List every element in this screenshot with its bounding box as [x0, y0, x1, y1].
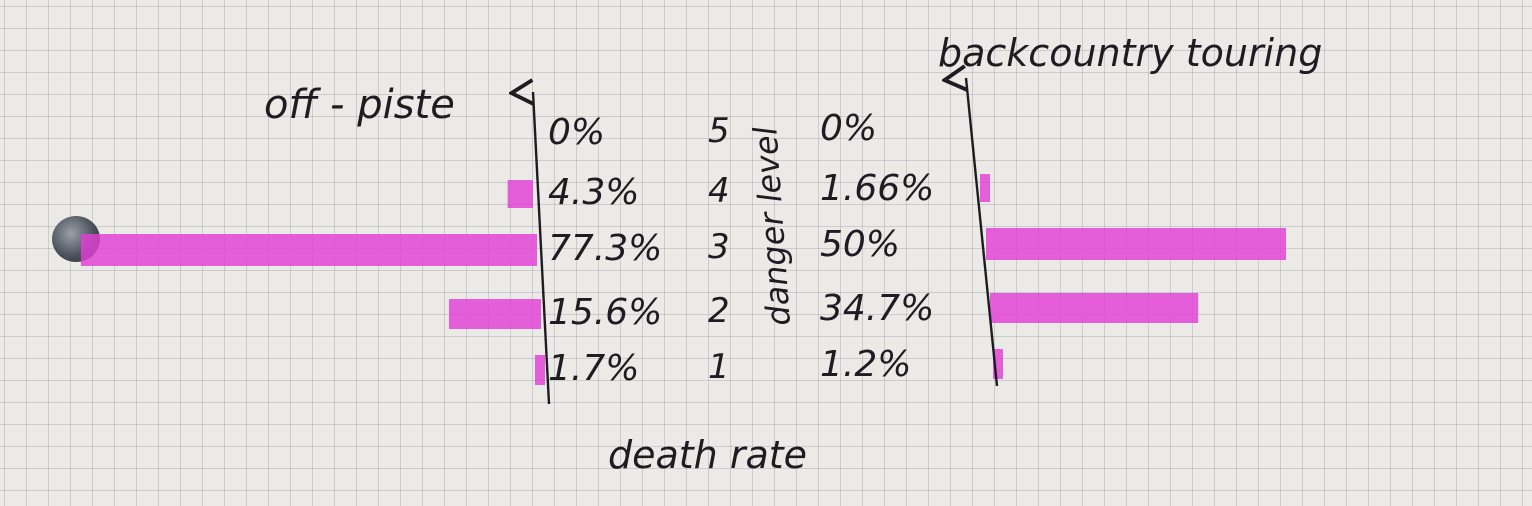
- off-piste-value-level-3: 77.3%: [548, 228, 662, 269]
- danger-level-2: 2: [708, 291, 730, 331]
- danger-level-axis-title: danger level: [746, 125, 798, 327]
- backcountry-touring-value-level-4: 1.66%: [820, 168, 934, 209]
- off-piste-bar-level-2: [448, 299, 541, 329]
- danger-level-5: 5: [708, 111, 730, 151]
- backcountry-touring-bar-level-4: [980, 174, 990, 202]
- off-piste-bar-level-1: [534, 355, 545, 385]
- off-piste-bars: [80, 180, 545, 385]
- backcountry-touring-value-level-5: 0%: [820, 108, 877, 149]
- danger-level-1: 1: [708, 347, 730, 387]
- danger-level-3: 3: [708, 227, 730, 267]
- backcountry-touring-value-level-3: 50%: [820, 224, 900, 265]
- left-axis: [533, 92, 551, 405]
- danger-level-4: 4: [708, 171, 730, 211]
- backcountry-touring-value-level-1: 1.2%: [820, 344, 911, 385]
- off-piste-bar-level-4: [507, 180, 533, 208]
- backcountry-touring-bar-level-1: [993, 349, 1003, 379]
- backcountry-touring-series-label: backcountry touring: [938, 31, 1322, 75]
- backcountry-touring-bars: [980, 174, 1286, 379]
- backcountry-touring-bar-level-3: [986, 228, 1286, 260]
- backcountry-touring-value-level-2: 34.7%: [820, 288, 934, 329]
- off-piste-bar-level-3: [80, 234, 538, 266]
- backcountry-touring-bar-level-2: [990, 293, 1199, 323]
- off-piste-value-level-5: 0%: [548, 112, 605, 153]
- off-piste-series-label: off - piste: [264, 82, 455, 128]
- off-piste-value-level-2: 15.6%: [548, 292, 662, 333]
- right-axis: [966, 78, 999, 387]
- off-piste-value-level-4: 4.3%: [548, 172, 639, 213]
- x-axis-title: death rate: [608, 433, 807, 477]
- off-piste-value-level-1: 1.7%: [548, 348, 639, 389]
- value-labels: 0% 5 0%4.3% 4 1.66%77.3% 3 50%15.6% 2 34.7%1.7% 1…: [548, 108, 934, 389]
